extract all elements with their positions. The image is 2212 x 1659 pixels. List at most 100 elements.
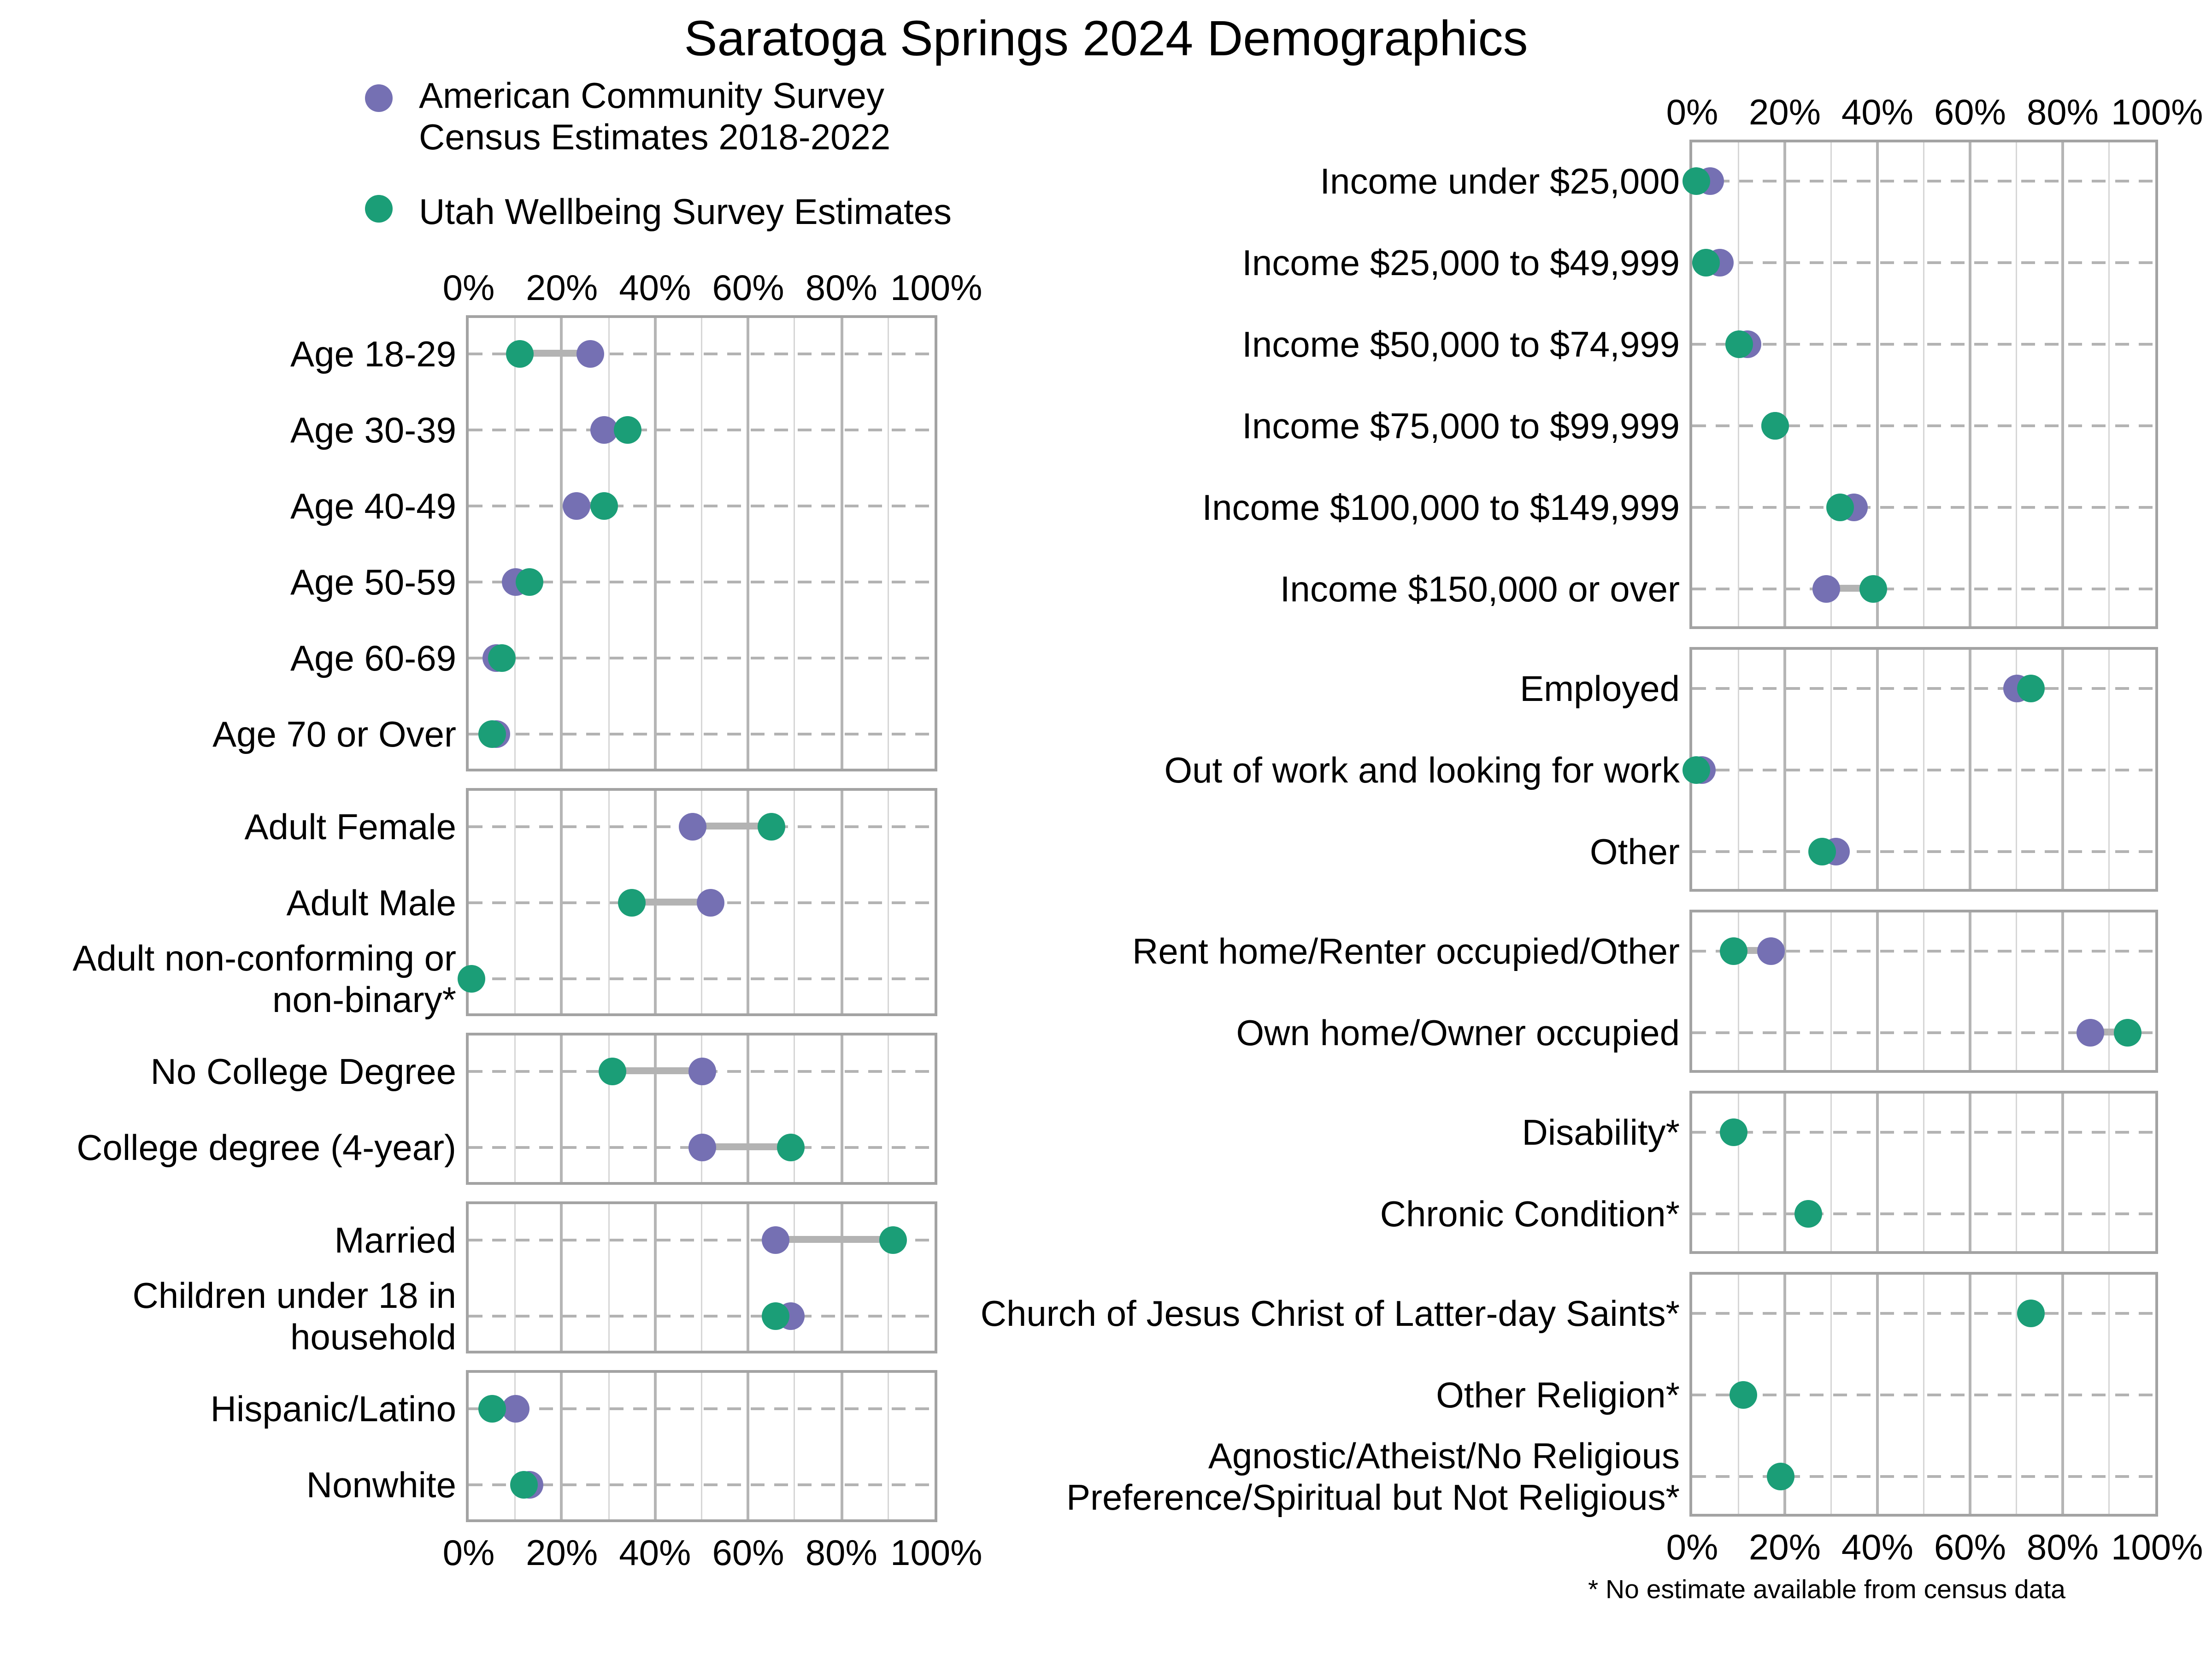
- legend-uws-label: Utah Wellbeing Survey Estimates: [419, 191, 952, 232]
- axis-tick-label: 60%: [712, 1532, 784, 1573]
- gridline-vertical: [653, 1204, 657, 1351]
- gridline-vertical: [747, 318, 750, 769]
- panel-housing: [1689, 910, 2158, 1073]
- row-guide-line: [1692, 849, 2155, 853]
- row-guide-line: [1692, 260, 2155, 264]
- uws-dot: [1859, 574, 1887, 602]
- acs-dot: [697, 888, 725, 916]
- legend-acs-label-line2: Census Estimates 2018-2022: [419, 116, 891, 158]
- uws-dot: [758, 812, 786, 840]
- gridline-vertical: [2016, 142, 2017, 626]
- gridline-vertical: [1876, 142, 1879, 626]
- gridline-vertical: [1923, 912, 1924, 1070]
- acs-dot: [576, 339, 604, 367]
- dumbbell-connector: [631, 899, 711, 906]
- axis-tick-label: 20%: [1748, 91, 1821, 133]
- gridline-vertical: [560, 1035, 564, 1182]
- uws-dot: [590, 491, 618, 519]
- gridline-vertical: [794, 318, 796, 769]
- row-guide-line: [469, 580, 935, 583]
- row-label: Rent home/Renter occupied/Other: [1132, 930, 1680, 971]
- axis-tick-label: 100%: [890, 267, 982, 308]
- gridline-vertical: [560, 1204, 564, 1351]
- acs-dot: [2077, 1018, 2105, 1046]
- row-label: Income $100,000 to $149,999: [1202, 486, 1680, 528]
- gridline-vertical: [701, 1373, 702, 1519]
- uws-dot: [1720, 936, 1748, 965]
- row-label: Church of Jesus Christ of Latter-day Sai…: [980, 1292, 1680, 1334]
- gridline-vertical: [1738, 912, 1739, 1070]
- row-label: Age 18-29: [290, 332, 456, 374]
- row-guide-line: [1692, 587, 2155, 590]
- axis-tick-label: 80%: [2026, 91, 2099, 133]
- axis-tick-label: 20%: [526, 267, 598, 308]
- row-guide-line: [469, 732, 935, 735]
- gridline-vertical: [840, 1373, 843, 1519]
- row-guide-line: [1692, 424, 2155, 427]
- axis-tick-label: 40%: [1841, 91, 1914, 133]
- row-guide-line: [1692, 1311, 2155, 1314]
- gridline-vertical: [887, 1035, 889, 1182]
- row-label: Employed: [1520, 667, 1680, 709]
- gridline-vertical: [2061, 912, 2064, 1070]
- gridline-vertical: [794, 1204, 796, 1351]
- gridline-vertical: [1830, 912, 1832, 1070]
- row-guide-line: [469, 1238, 935, 1241]
- row-guide-line: [1692, 1212, 2155, 1215]
- row-label: Income $75,000 to $99,999: [1242, 404, 1680, 446]
- gridline-vertical: [840, 318, 843, 769]
- acs-dot: [562, 491, 590, 519]
- row-guide-line: [1692, 686, 2155, 689]
- uws-dot: [1794, 1199, 1822, 1227]
- axis-tick-label: 100%: [2111, 1526, 2203, 1568]
- row-guide-line: [1692, 179, 2155, 182]
- uws-dot: [2113, 1018, 2141, 1046]
- row-guide-line: [1692, 505, 2155, 508]
- gridline-vertical: [1969, 1094, 1971, 1251]
- axis-tick-label: 80%: [805, 267, 877, 308]
- gridline-vertical: [701, 1035, 702, 1182]
- axis-tick-label: 20%: [1748, 1526, 1821, 1568]
- legend-acs-dot-icon: [365, 84, 393, 112]
- gridline-vertical: [887, 1204, 889, 1351]
- axis-tick-label: 0%: [1666, 91, 1718, 133]
- gridline-vertical: [607, 1373, 609, 1519]
- row-guide-line: [469, 428, 935, 431]
- panel-employment: [1689, 647, 2158, 892]
- gridline-vertical: [560, 318, 564, 769]
- uws-dot: [599, 1057, 627, 1085]
- uws-dot: [613, 415, 641, 443]
- gridline-vertical: [607, 1035, 609, 1182]
- axis-tick-label: 40%: [1841, 1526, 1914, 1568]
- row-label: Nonwhite: [306, 1463, 456, 1505]
- uws-dot: [1808, 837, 1836, 865]
- acs-dot: [688, 1133, 716, 1161]
- dumbbell-connector: [692, 823, 772, 830]
- row-label: Income $150,000 or over: [1280, 567, 1680, 609]
- row-label: Adult Female: [244, 805, 456, 847]
- axis-tick-label: 0%: [442, 1532, 495, 1573]
- row-guide-line: [1692, 1030, 2155, 1034]
- gridline-vertical: [794, 1035, 796, 1182]
- gridline-vertical: [653, 1035, 657, 1182]
- row-label: Income under $25,000: [1320, 159, 1680, 201]
- gridline-vertical: [2108, 1094, 2110, 1251]
- gridline-vertical: [747, 1204, 750, 1351]
- row-label: Other: [1589, 830, 1680, 872]
- gridline-vertical: [1738, 142, 1739, 626]
- uws-dot: [776, 1133, 804, 1161]
- axis-tick-label: 20%: [526, 1532, 598, 1573]
- uws-dot: [1683, 755, 1711, 783]
- gridline-vertical: [1783, 1094, 1786, 1251]
- dumbbell-connector: [701, 1143, 790, 1150]
- row-label: Age 30-39: [290, 408, 456, 450]
- axis-tick-label: 0%: [1666, 1526, 1718, 1568]
- gridline-vertical: [887, 1373, 889, 1519]
- row-label: Chronic Condition*: [1380, 1192, 1680, 1234]
- panel-health: [1689, 1091, 2158, 1254]
- acs-dot: [590, 415, 618, 443]
- row-guide-line: [1692, 949, 2155, 952]
- gridline-vertical: [747, 1035, 750, 1182]
